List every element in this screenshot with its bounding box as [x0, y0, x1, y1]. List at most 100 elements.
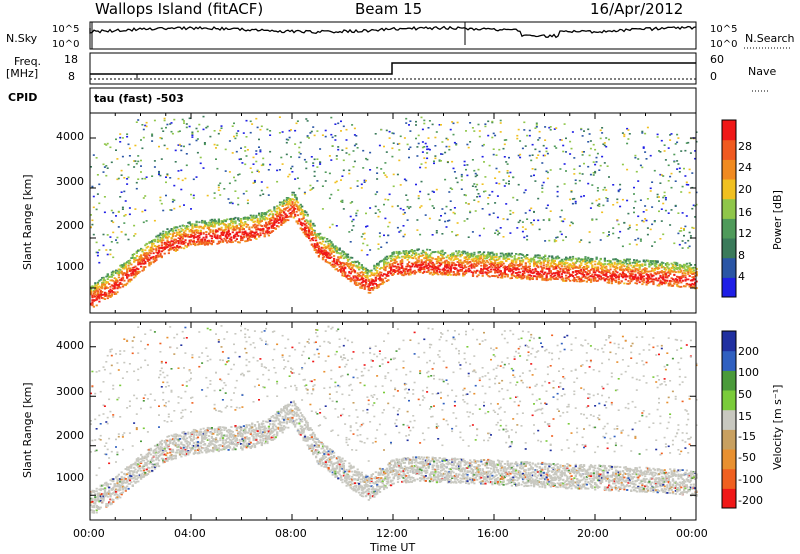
power-pixel	[470, 254, 473, 257]
power-pixel	[517, 265, 520, 267]
power-pixel	[253, 179, 256, 182]
power-pixel	[602, 269, 605, 272]
power-pixel	[342, 269, 345, 272]
power-pixel	[342, 253, 345, 256]
power-pixel	[549, 169, 552, 171]
power-pixel	[101, 281, 104, 284]
power-pixel	[384, 174, 387, 176]
power-pixel	[396, 256, 400, 259]
power-pixel	[249, 239, 252, 241]
power-pixel	[163, 234, 166, 236]
power-pixel	[465, 168, 467, 171]
power-pixel	[373, 272, 376, 275]
power-pixel	[405, 122, 408, 124]
power-pixel	[320, 250, 323, 253]
power-pixel	[560, 275, 563, 278]
power-pixel	[398, 256, 401, 259]
power-pixel	[208, 228, 211, 231]
power-pixel	[263, 213, 266, 216]
power-pixel	[521, 226, 524, 228]
power-pixel	[215, 147, 217, 149]
power-pixel	[210, 221, 213, 223]
power-pixel	[588, 133, 591, 135]
power-pixel	[471, 185, 474, 187]
power-pixel	[383, 273, 386, 275]
power-pixel	[505, 254, 508, 257]
power-pixel	[435, 260, 438, 263]
power-pixel	[316, 180, 319, 182]
power-pixel	[545, 273, 548, 276]
power-pixel	[451, 231, 454, 233]
power-pixel	[315, 239, 318, 242]
power-pixel	[346, 260, 350, 262]
power-pixel	[595, 199, 598, 202]
power-pixel	[487, 269, 490, 272]
power-pixel	[487, 120, 490, 123]
power-pixel	[426, 248, 429, 251]
power-pixel	[306, 135, 309, 137]
power-pixel	[338, 266, 341, 268]
power-pixel	[445, 263, 448, 266]
power-pixel	[163, 235, 166, 237]
power-pixel	[605, 271, 608, 273]
power-pixel	[134, 144, 137, 147]
power-pixel	[284, 208, 287, 211]
power-pixel	[466, 164, 469, 166]
power-pixel	[510, 277, 513, 279]
power-pixel	[405, 254, 408, 257]
power-pixel	[585, 267, 588, 270]
power-pixel	[267, 214, 270, 217]
power-pixel	[456, 252, 459, 255]
power-pixel	[335, 251, 338, 254]
power-pixel	[417, 264, 420, 266]
power-pixel	[589, 258, 593, 260]
power-pixel	[166, 228, 169, 230]
power-pixel	[594, 171, 597, 174]
power-pixel	[245, 232, 248, 235]
power-pixel	[316, 251, 319, 254]
power-pixel	[171, 233, 175, 236]
power-pixel	[526, 254, 529, 256]
power-pixel	[190, 193, 192, 196]
power-pixel	[538, 150, 541, 153]
power-pixel	[310, 156, 313, 158]
power-pixel	[237, 197, 240, 199]
power-pixel	[587, 269, 590, 272]
power-pixel	[180, 227, 183, 230]
power-pixel	[399, 135, 402, 138]
power-pixel	[578, 280, 581, 282]
power-pixel	[303, 231, 307, 234]
power-pixel	[409, 256, 412, 258]
power-pixel	[612, 204, 615, 206]
power-pixel	[509, 232, 512, 234]
power-pixel	[449, 187, 452, 189]
power-pixel	[217, 186, 220, 189]
power-pixel	[196, 229, 200, 232]
power-pixel	[101, 277, 104, 279]
power-pixel	[399, 207, 402, 210]
power-pixel	[303, 158, 306, 161]
power-pixel	[295, 220, 298, 223]
power-pixel	[462, 267, 465, 270]
power-pixel	[555, 147, 558, 149]
power-pixel	[92, 305, 95, 308]
power-pixel	[471, 272, 475, 274]
power-pixel	[492, 254, 495, 256]
power-pixel	[195, 229, 198, 231]
power-pixel	[183, 233, 186, 236]
power-pixel	[324, 253, 327, 256]
power-pixel	[181, 229, 184, 231]
power-pixel	[234, 235, 237, 238]
power-pixel	[409, 265, 412, 268]
power-pixel	[603, 260, 606, 263]
power-pixel	[190, 235, 193, 238]
power-pixel	[149, 257, 152, 260]
power-pixel	[423, 268, 426, 271]
power-pixel	[448, 264, 451, 267]
power-pixel	[476, 275, 479, 278]
power-pixel	[253, 232, 257, 235]
power-pixel	[303, 192, 306, 195]
power-pixel	[609, 260, 612, 263]
power-pixel	[256, 224, 259, 227]
power-pixel	[415, 120, 417, 123]
